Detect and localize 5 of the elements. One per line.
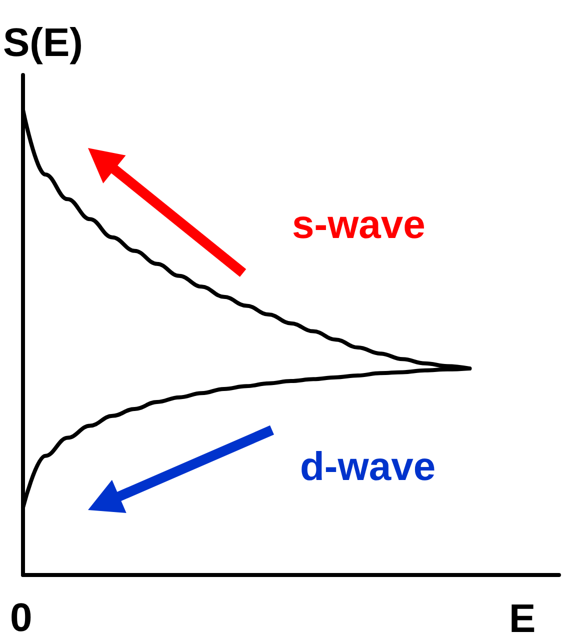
annotation: s-wave: [292, 203, 426, 248]
text: 0: [10, 596, 32, 639]
x-axis-title: E: [509, 597, 536, 639]
y-axis-title: S(E): [3, 21, 83, 65]
annotation: d-wave: [300, 445, 436, 490]
